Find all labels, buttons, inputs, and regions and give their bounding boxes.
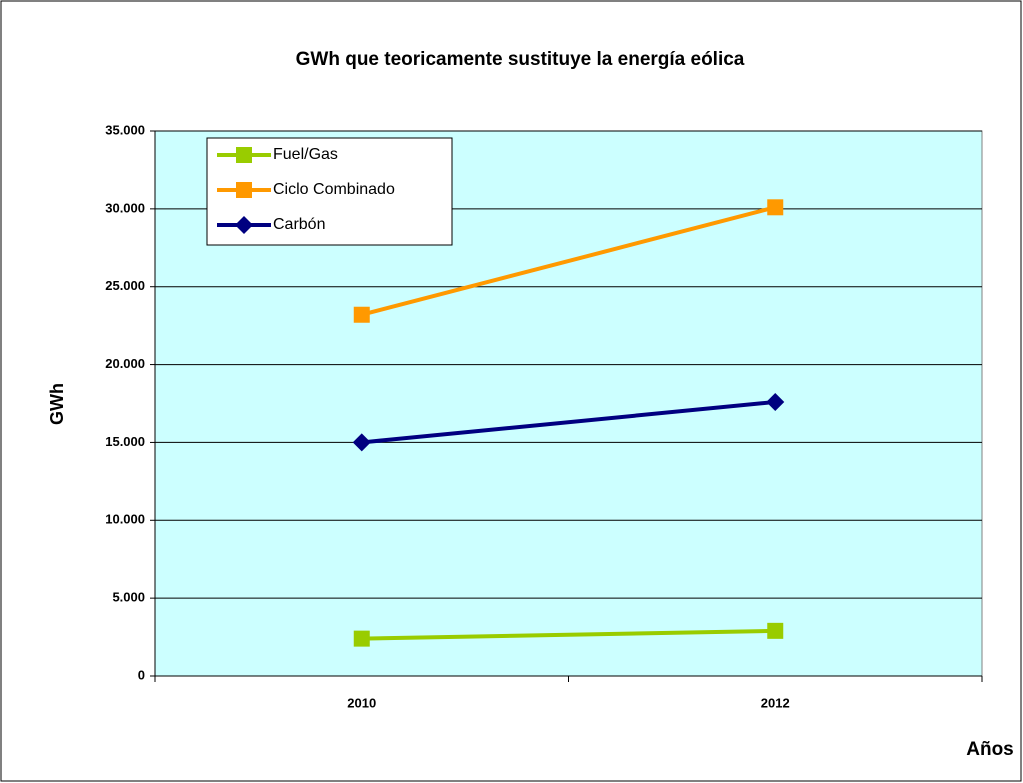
marker <box>767 199 784 216</box>
marker <box>236 147 252 163</box>
marker <box>236 182 252 198</box>
series-line <box>361 399 776 445</box>
chart-title: GWh que teoricamente sustituye la energí… <box>296 49 745 70</box>
legend-label: Fuel/Gas <box>273 146 338 163</box>
y-axis-label: GWh <box>47 383 67 425</box>
marker <box>766 392 785 411</box>
y-tick-label: 35.000 <box>105 122 145 137</box>
y-tick-label: 0 <box>138 667 145 682</box>
y-tick-label: 10.000 <box>105 512 145 527</box>
marker <box>352 433 371 452</box>
marker <box>353 306 370 323</box>
marker <box>767 622 784 639</box>
legend-label: Carbón <box>273 216 325 233</box>
legend-label: Ciclo Combinado <box>273 181 395 198</box>
series-line <box>361 628 776 641</box>
y-tick-label: 15.000 <box>105 434 145 449</box>
series-line <box>361 205 776 317</box>
x-tick-label: 2010 <box>347 695 376 710</box>
y-tick-label: 5.000 <box>112 590 145 605</box>
y-tick-label: 25.000 <box>105 278 145 293</box>
marker <box>235 216 253 234</box>
y-tick-label: 30.000 <box>105 200 145 215</box>
marker <box>353 630 370 647</box>
x-axis-label: Años <box>966 739 1014 760</box>
x-tick-label: 2012 <box>761 695 790 710</box>
y-tick-label: 20.000 <box>105 356 145 371</box>
